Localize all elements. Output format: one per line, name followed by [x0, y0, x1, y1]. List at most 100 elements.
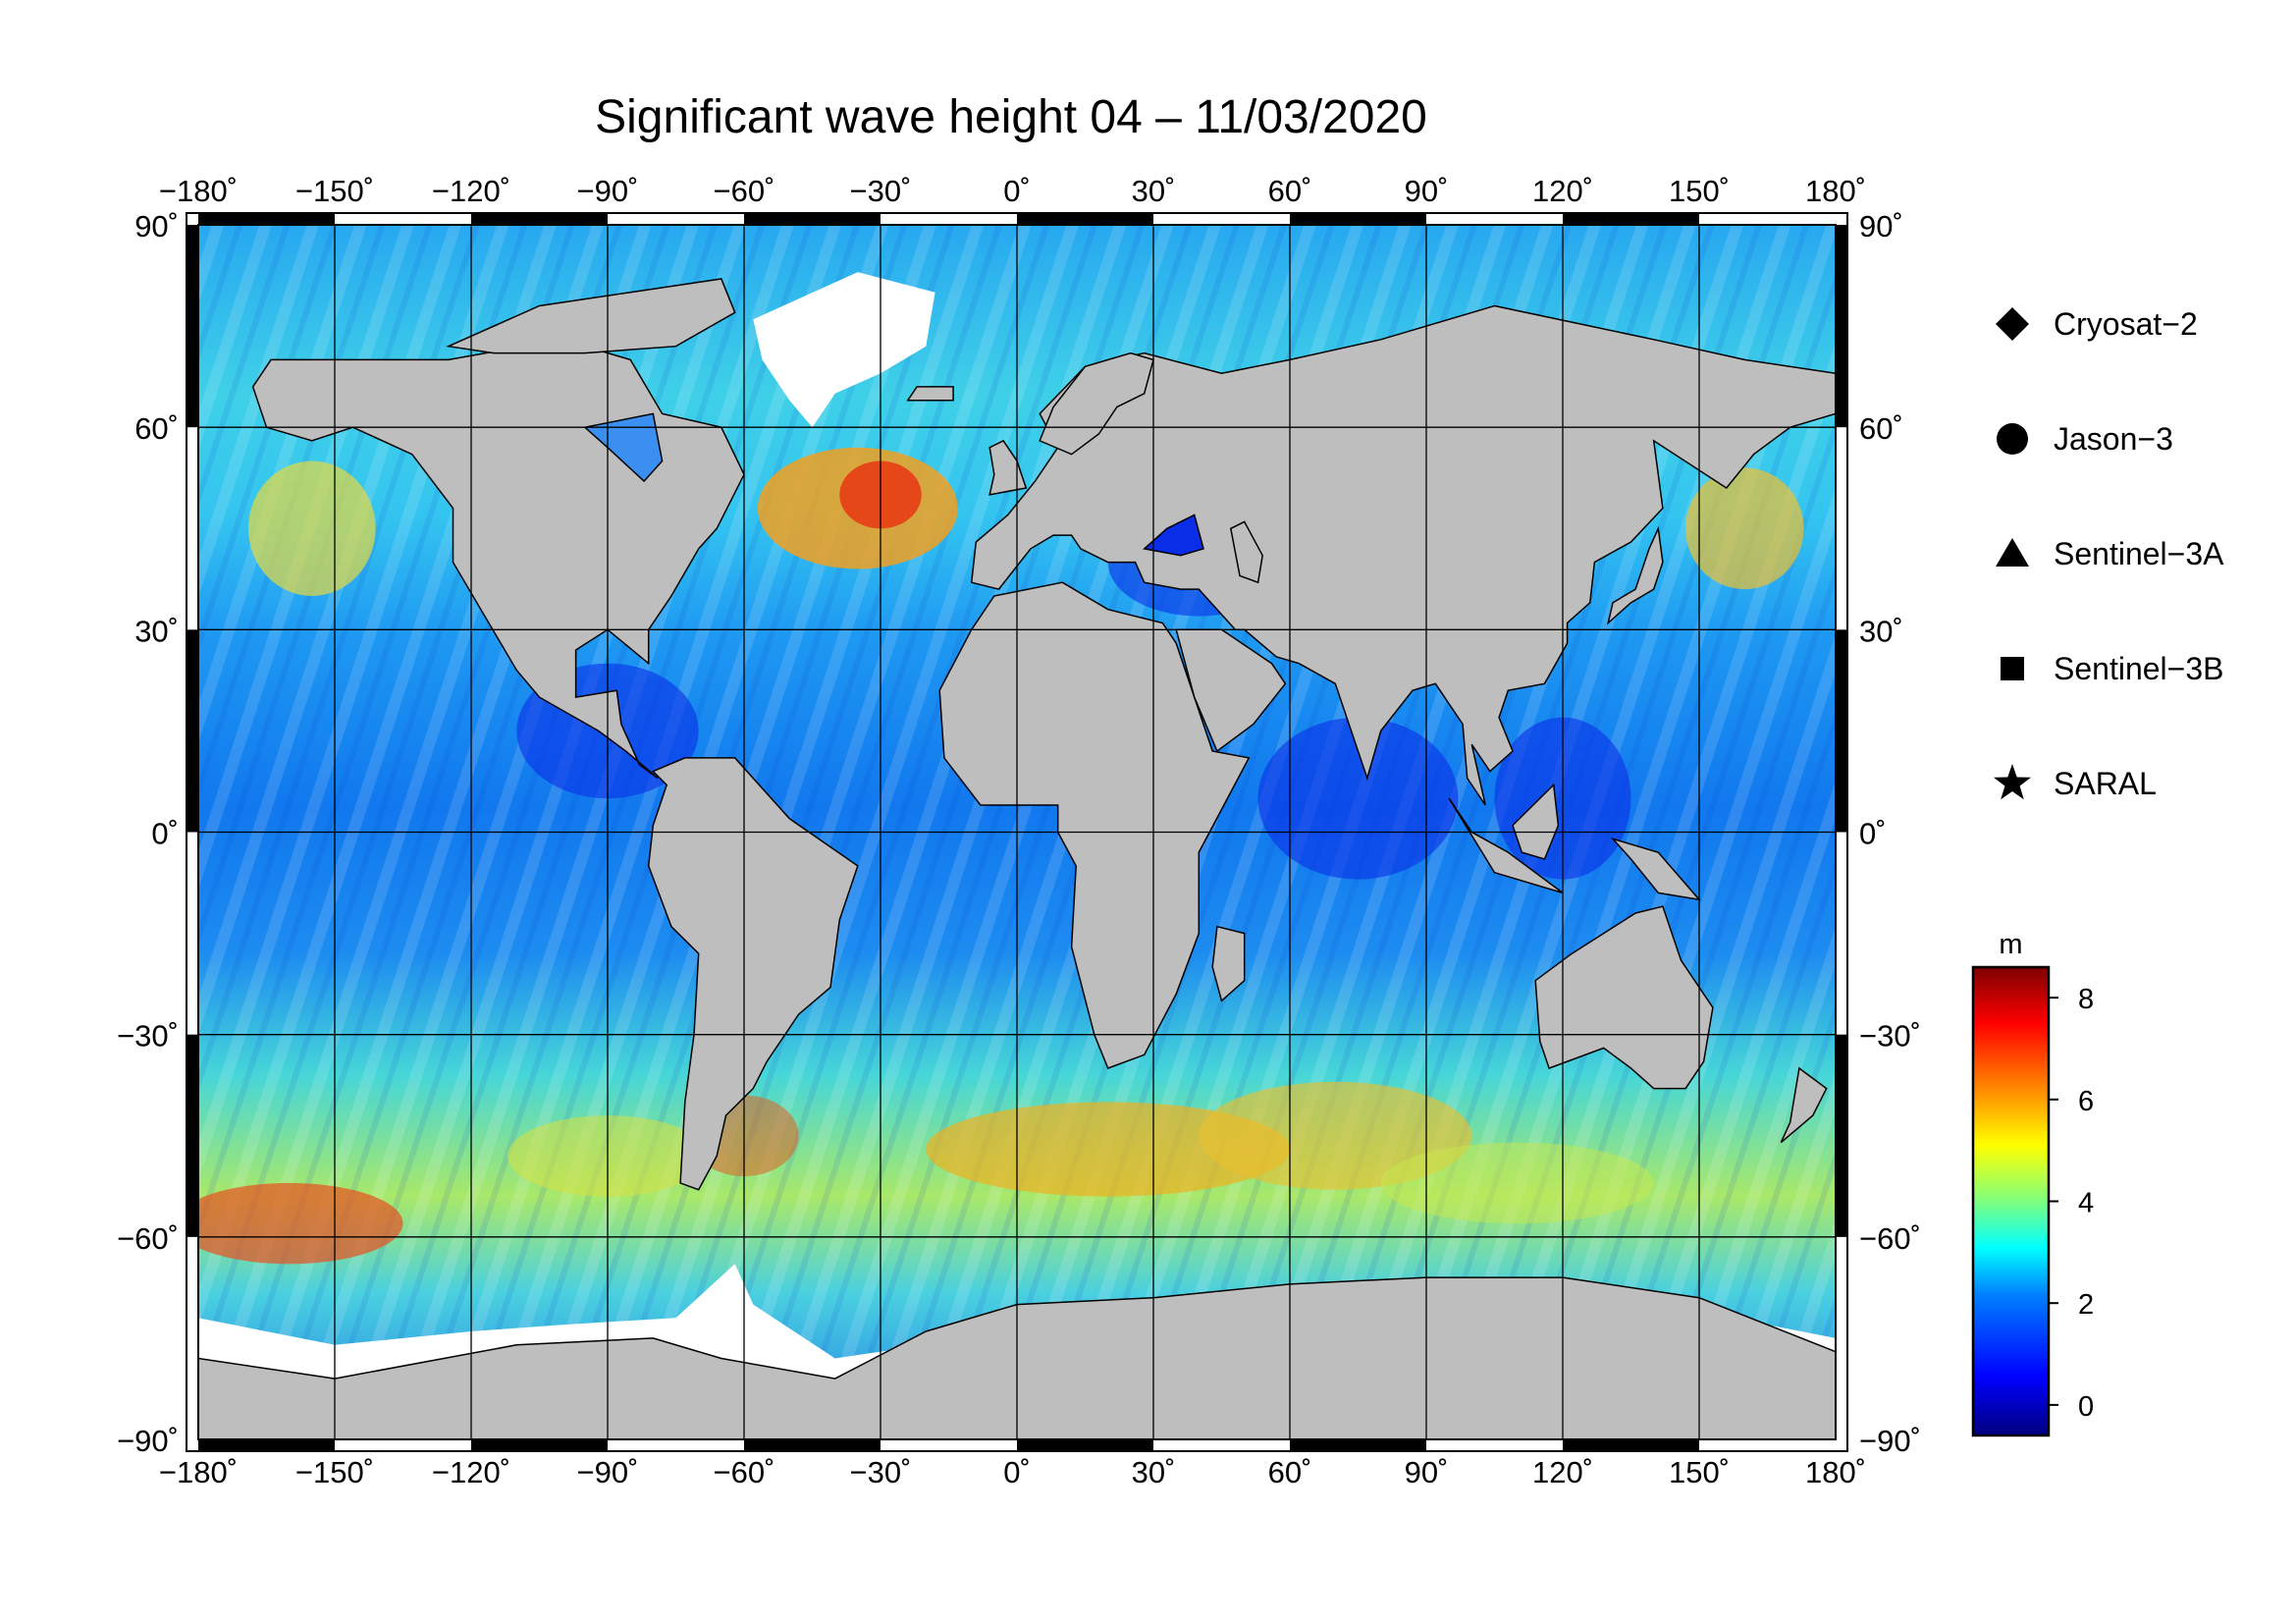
lat-tick-label: 90˚: [1859, 209, 1903, 243]
lon-tick-label: −150˚: [295, 1455, 374, 1489]
lon-tick-label: −180˚: [159, 174, 238, 208]
lon-tick-label: 180˚: [1805, 174, 1866, 208]
frame-segment: [1017, 1439, 1153, 1451]
lon-tick-label: −90˚: [577, 174, 639, 208]
frame-segment: [1017, 213, 1153, 225]
map-frame: [186, 212, 1848, 1452]
lon-tick-label: 120˚: [1532, 174, 1593, 208]
greenland-ice: [753, 272, 935, 428]
high-wave-region: [247, 460, 376, 596]
circle-icon: [1997, 423, 2028, 455]
colorbar-tick-label: 4: [2078, 1188, 2094, 1219]
axis-tick-labels: −180˚ −180˚ −150˚ −150˚ −120˚ −120˚ −90˚ −90˚ −6…: [117, 174, 1921, 1489]
frame-segment: [1563, 1439, 1699, 1451]
lat-tick-label: −30˚: [117, 1019, 179, 1054]
triangle-icon: [1996, 538, 2029, 567]
frame-segment: [187, 225, 198, 428]
lon-tick-label: 30˚: [1132, 174, 1176, 208]
lon-tick-label: 60˚: [1268, 1455, 1312, 1489]
lat-tick-label: 30˚: [134, 614, 179, 648]
lon-tick-label: −60˚: [714, 174, 775, 208]
lon-tick-label: −90˚: [577, 1455, 639, 1489]
lon-tick-label: −180˚: [159, 1455, 238, 1489]
lat-tick-label: 60˚: [1859, 411, 1903, 446]
hudson-bay: [583, 412, 664, 483]
lon-tick-label: 90˚: [1405, 174, 1449, 208]
frame-segment: [471, 1439, 608, 1451]
colorbar-tick-label: 2: [2078, 1289, 2094, 1321]
chart-title: Significant wave height 04 – 11/03/2020: [595, 91, 1427, 143]
high-wave-region: [198, 1182, 403, 1265]
japan-land: [1607, 525, 1664, 625]
star-icon: [1994, 764, 2031, 800]
arabia-land: [1175, 628, 1287, 753]
frame-segment: [1290, 213, 1426, 225]
high-wave-region: [1685, 467, 1804, 590]
iceland-land: [906, 386, 954, 402]
frame-segment: [1290, 1439, 1426, 1451]
colorbar: 0 2 4 6 8 m: [1971, 929, 2094, 1437]
south-america-land: [647, 757, 859, 1191]
lat-tick-label: −60˚: [117, 1221, 179, 1256]
frame-segment: [187, 1034, 198, 1237]
madagascar-land: [1211, 925, 1246, 1002]
lat-tick-label: −90˚: [117, 1424, 179, 1458]
new-zealand-land: [1780, 1066, 1828, 1144]
colorbar-tick-label: 0: [2078, 1391, 2094, 1423]
colorbar-unit: m: [1999, 929, 2022, 960]
satellite-legend: Cryosat−2 Jason−3 Sentinel−3A Sentinel−3B SA…: [1994, 306, 2224, 801]
high-wave-region: [1380, 1142, 1654, 1224]
lat-tick-label: 60˚: [134, 411, 179, 446]
lat-tick-label: −60˚: [1859, 1221, 1921, 1256]
lon-tick-label: −60˚: [714, 1455, 775, 1489]
frame-segment: [1563, 213, 1699, 225]
caspian-sea: [1229, 520, 1263, 584]
diamond-icon: [1996, 307, 2029, 341]
colorbar-tick-label: 8: [2078, 984, 2094, 1015]
frame-segment: [1836, 629, 1847, 833]
frame-segment: [1836, 1034, 1847, 1237]
legend-label: SARAL: [2054, 766, 2157, 801]
frame-segment: [198, 213, 335, 225]
lon-tick-label: 180˚: [1805, 1455, 1866, 1489]
lat-tick-label: 0˚: [1859, 817, 1887, 851]
lon-tick-label: 30˚: [1132, 1455, 1176, 1489]
lat-tick-label: −30˚: [1859, 1019, 1921, 1054]
lon-tick-label: 0˚: [1003, 1455, 1031, 1489]
lon-tick-label: 150˚: [1669, 174, 1730, 208]
new-guinea-land: [1610, 837, 1701, 901]
frame-segment: [198, 1439, 335, 1451]
borneo-land: [1512, 783, 1560, 860]
eurasia-land: [970, 304, 1836, 806]
lon-tick-label: 90˚: [1405, 1455, 1449, 1489]
legend-label: Jason−3: [2054, 421, 2173, 457]
legend-label: Cryosat−2: [2054, 306, 2198, 342]
lon-tick-label: 60˚: [1268, 174, 1312, 208]
lon-tick-label: −120˚: [432, 1455, 510, 1489]
lon-tick-label: −30˚: [850, 1455, 912, 1489]
square-icon: [2001, 657, 2024, 680]
frame-segment: [744, 213, 881, 225]
lat-tick-label: 90˚: [134, 209, 179, 243]
lon-tick-label: −30˚: [850, 174, 912, 208]
colorbar-tick-label: 6: [2078, 1086, 2094, 1117]
lon-tick-label: 0˚: [1003, 174, 1031, 208]
legend-label: Sentinel−3A: [2054, 536, 2224, 571]
lon-tick-label: 120˚: [1532, 1455, 1593, 1489]
frame-segment: [187, 629, 198, 833]
calm-sea-region: [1257, 717, 1459, 880]
lat-tick-label: 30˚: [1859, 614, 1903, 648]
scandinavia-land: [1039, 352, 1154, 456]
lon-tick-label: 150˚: [1669, 1455, 1730, 1489]
lat-tick-label: 0˚: [151, 817, 179, 851]
frame-segment: [471, 213, 608, 225]
frame-segment: [1836, 225, 1847, 428]
map-area: [198, 225, 1836, 1439]
arctic-archipelago-land: [446, 278, 736, 354]
lon-tick-label: −120˚: [432, 174, 510, 208]
graticule: [198, 225, 1836, 1439]
australia-land: [1534, 905, 1714, 1090]
frame-segment: [744, 1439, 881, 1451]
legend-label: Sentinel−3B: [2054, 651, 2223, 686]
